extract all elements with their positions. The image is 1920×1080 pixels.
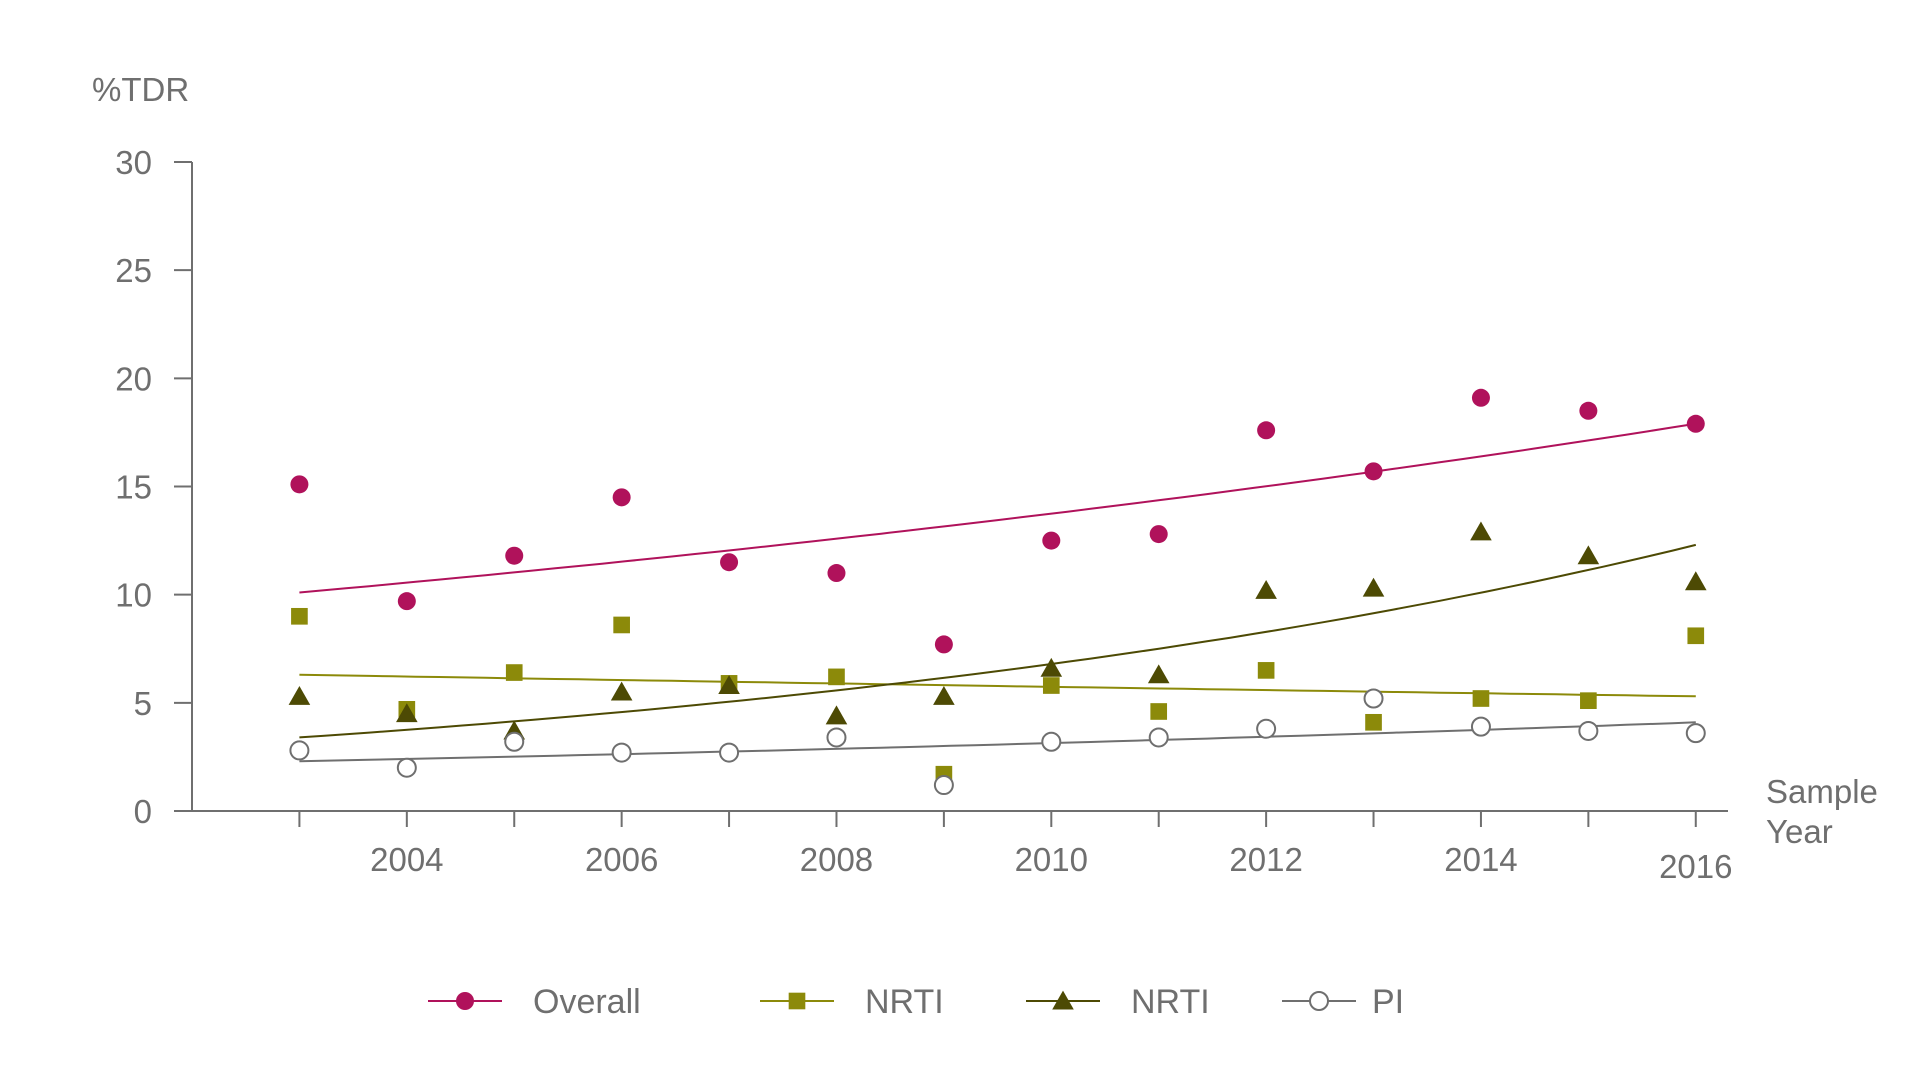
data-point-series-3: [396, 703, 418, 723]
x-tick-label: 2012: [1229, 841, 1302, 878]
data-point-series-4: [719, 742, 740, 763]
legend-item-2: NRTI: [760, 983, 944, 1021]
data-point-series-3: [825, 705, 848, 725]
data-point-series-4: [1041, 731, 1062, 752]
data-point-series-1: [1149, 525, 1168, 544]
trend-line-2: [299, 673, 1696, 698]
legend-item-4: PI: [1282, 983, 1404, 1021]
data-point-series-2: [1687, 627, 1705, 645]
legend-label: PI: [1372, 983, 1404, 1021]
data-point-series-1: [934, 635, 953, 654]
y-tick-label: 10: [115, 577, 152, 614]
data-point-series-1: [505, 546, 524, 565]
data-point-series-3: [1040, 657, 1063, 677]
legend-marker: [1052, 990, 1074, 1010]
data-point-series-3: [1577, 545, 1600, 565]
legend-item-1: Overall: [428, 983, 641, 1021]
y-tick-label: 15: [115, 469, 152, 506]
y-tick-label: 0: [134, 793, 152, 830]
data-point-series-2: [1472, 690, 1490, 707]
data-point-series-3: [933, 685, 955, 705]
x-tick-label: 2004: [370, 841, 443, 878]
trend-line-1: [299, 422, 1696, 594]
legend-label: Overall: [533, 983, 641, 1021]
data-point-series-2: [505, 664, 523, 681]
trend-lines: [299, 422, 1697, 763]
x-tick-label: 2016: [1659, 848, 1732, 885]
x-tick-label: 2006: [585, 841, 658, 878]
data-point-series-4: [289, 740, 310, 761]
data-point-series-2: [1257, 662, 1275, 679]
x-ticks: 2004 2006 2008 2010 2012 2014 2016: [298, 811, 1732, 885]
data-point-series-2: [828, 668, 845, 686]
legend-marker: [1309, 991, 1329, 1011]
data-point-series-1: [1364, 462, 1383, 481]
data-point-series-4: [1470, 716, 1491, 737]
x-tick-label: 2008: [800, 841, 873, 878]
data-point-series-4: [1256, 718, 1277, 739]
data-point-series-3: [1147, 664, 1170, 684]
legend-label: NRTI: [1131, 983, 1210, 1021]
x-tick-label: 2014: [1444, 841, 1517, 878]
data-point-series-1: [612, 488, 631, 507]
data-point-series-4: [826, 727, 847, 748]
data-point-series-3: [1255, 579, 1277, 599]
data-point-series-1: [397, 592, 416, 611]
data-point-series-3: [1470, 521, 1492, 541]
legend: Overall NRTI NRTI PI: [428, 983, 1404, 1021]
y-tick-label: 20: [115, 360, 152, 397]
x-axis-title-line-1: Sample: [1766, 773, 1878, 810]
data-point-series-1: [290, 475, 309, 494]
data-point-series-2: [1365, 713, 1382, 731]
data-points: [288, 388, 1707, 796]
axes: 0 5 10 15 20 25 30 2004 2006 2008 2010 2012 2014 201…: [115, 144, 1732, 885]
data-point-series-4: [1363, 688, 1384, 709]
legend-label: NRTI: [865, 983, 944, 1021]
data-point-series-1: [720, 553, 739, 572]
data-point-series-1: [1257, 421, 1276, 440]
x-axis-title-line-2: Year: [1766, 813, 1833, 850]
data-point-series-3: [1362, 577, 1385, 597]
legend-item-3: NRTI: [1026, 983, 1210, 1021]
trend-line-3: [299, 543, 1697, 739]
data-point-series-2: [1042, 677, 1060, 694]
data-point-series-4: [1578, 720, 1599, 741]
data-point-series-3: [610, 681, 633, 701]
y-tick-label: 5: [134, 685, 152, 722]
data-point-series-2: [613, 616, 630, 634]
data-point-series-4: [611, 742, 632, 763]
data-point-series-1: [1579, 401, 1598, 420]
data-point-series-1: [1042, 531, 1061, 550]
data-point-series-2: [1150, 703, 1168, 720]
data-point-series-4: [1148, 727, 1169, 748]
legend-marker: [456, 992, 474, 1010]
y-ticks: 0 5 10 15 20 25 30: [115, 144, 192, 830]
trend-line-4: [299, 721, 1696, 763]
y-axis-title: %TDR: [92, 71, 189, 108]
data-point-series-3: [288, 685, 311, 705]
data-point-series-1: [1471, 388, 1490, 407]
y-tick-label: 30: [115, 144, 152, 181]
data-point-series-3: [1684, 571, 1707, 591]
data-point-series-2: [291, 607, 308, 625]
data-point-series-4: [504, 731, 525, 752]
data-point-series-4: [1685, 723, 1706, 744]
data-point-series-4: [933, 775, 954, 796]
legend-marker: [788, 992, 806, 1010]
data-point-series-2: [1580, 692, 1597, 709]
data-point-series-1: [1686, 414, 1705, 433]
x-tick-label: 2010: [1015, 841, 1088, 878]
data-point-series-3: [718, 675, 740, 695]
data-point-series-1: [827, 564, 846, 583]
y-tick-label: 25: [115, 252, 152, 289]
data-point-series-4: [396, 757, 417, 778]
